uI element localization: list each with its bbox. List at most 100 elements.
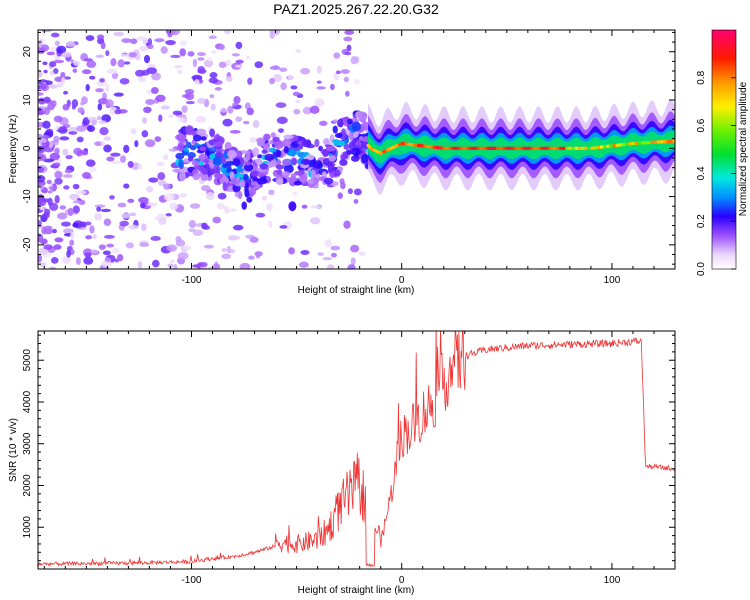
spectrogram-ridge-blob [333,169,341,177]
spectrogram-noise-blob [94,141,103,146]
spectrogram-noise-blob [333,72,340,81]
spectrogram-ridge-blob [350,155,360,162]
spectrogram-noise-blob [64,168,72,174]
spectrogram-noise-blob [100,41,106,50]
spectrogram-noise-blob [40,185,45,191]
spectrogram-noise-blob [137,163,143,170]
spectrogram-noise-blob [183,245,192,251]
spectrogram-noise-blob [199,261,208,268]
spectrogram-noise-blob [106,68,118,74]
spectrogram-noise-blob [81,171,91,179]
spectrogram-noise-blob [139,45,149,52]
spectrogram-ridge-blob [257,178,268,185]
spectrogram-noise-blob [254,61,263,69]
spectrogram-noise-blob [249,137,257,144]
spectrogram-ridge-blob [177,142,185,152]
spectrogram-noise-blob [322,257,333,261]
spectrogram-noise-blob [230,235,241,241]
colorbar-tick-label: 0.2 [696,214,707,228]
spectrogram-noise-blob [223,30,232,35]
spectrogram-ridge-blob [300,163,310,169]
spectrogram-noise-blob [339,178,345,185]
spectrogram-ridge-blob [185,125,194,135]
spectrogram-noise-blob [120,53,128,58]
spectrogram-noise-blob [95,88,104,93]
spectrogram-noise-blob [228,208,238,213]
spectrogram-noise-blob [147,43,154,50]
spectrogram-noise-blob [235,64,244,68]
spectrogram-ridge-blob [236,150,243,159]
spectrogram-noise-blob [268,189,275,195]
spectrogram-noise-blob [127,198,135,203]
spectrogram-ridge-blob [361,153,369,164]
spectrogram-ridge-blob [294,170,303,176]
snr-x-tick-label: 0 [399,575,405,586]
spectrogram-noise-blob [344,30,355,35]
spectrogram-noise-blob [54,40,60,47]
spectrogram-noise-blob [160,105,170,110]
spectrogram-noise-blob [101,114,112,123]
spectrogram-noise-blob [139,202,146,209]
spectrogram-noise-blob [220,108,227,113]
spectrogram-noise-blob [170,54,181,59]
spectrogram-ridge-blob [282,138,291,148]
spectrogram-ridge-blob [289,148,295,156]
spectrogram-noise-blob [70,59,75,64]
spectrogram-noise-blob [316,86,326,90]
spectrogram-noise-blob [163,192,175,202]
spectrogram-noise-blob [38,262,47,268]
spectrogram-noise-blob [53,115,63,123]
spectrogram-noise-blob [269,30,281,36]
spectrogram-noise-blob [218,61,227,68]
spectrogram-ridge-blob [361,141,370,150]
spectrogram-noise-blob [43,228,53,235]
spectrogram-noise-blob [300,249,310,256]
spectrogram-noise-blob [170,259,175,264]
spectrogram-noise-blob [56,212,68,220]
spectrogram-noise-blob [119,155,127,163]
spectrogram-noise-blob [350,257,356,266]
spectrogram-noise-blob [103,144,112,153]
spectrogram-noise-blob [148,177,159,183]
spectrogram-noise-blob [225,59,232,67]
spectrogram-noise-blob [117,59,125,68]
spectrogram-noise-blob [38,254,43,263]
spectrogram-noise-blob [42,61,48,66]
spectrogram-noise-blob [61,76,66,85]
spectrogram-noise-blob [225,75,233,82]
spectrogram-y-ticks: -20 -10 0 10 20 [22,31,675,265]
spectrogram-noise-blob [54,170,63,179]
spectrogram-noise-blob [314,98,325,107]
spectrogram-noise-blob [150,235,161,241]
spectrogram-ridge-blob [288,201,297,212]
spectrogram-noise-blob [121,38,132,43]
spectrogram-ridge-blob [256,171,264,178]
spectrogram-noise-blob [179,48,187,57]
spectrogram-noise-blob [43,69,48,74]
spectrogram-noise-blob [316,65,322,74]
spectrogram-noise-blob [49,266,56,269]
spectrogram-noise-blob [252,120,260,128]
spectrogram-ridge-blob [244,182,249,193]
spectrogram-ridge-blob [327,162,335,173]
spectrogram-noise-blob [327,264,335,269]
spectrogram-noise-blob [87,116,97,121]
spectrogram-ridge-blob [333,139,341,146]
spectrogram-noise-blob [98,120,107,125]
spectrogram-noise-blob [76,150,88,154]
spectrogram-noise-blob [287,74,293,80]
spectrogram-ridge-blob [334,132,343,139]
spectrogram-noise-blob [181,94,191,98]
spectrogram-noise-blob [49,84,58,89]
spectrogram-ridge-blob [192,134,203,142]
spectrogram-noise-blob [310,217,321,225]
spectrogram-noise-blob [185,100,195,105]
colorbar-tick-label: 0.8 [696,70,707,84]
spectrogram-noise-blob [343,76,349,83]
snr-marks [38,331,675,568]
spectrogram-noise-blob [292,91,300,97]
spectrogram-ridge-blob [343,143,350,150]
spectrogram-noise-blob [38,107,44,115]
spectrogram-noise-blob [235,59,244,64]
spectrogram-noise-blob [96,206,102,212]
